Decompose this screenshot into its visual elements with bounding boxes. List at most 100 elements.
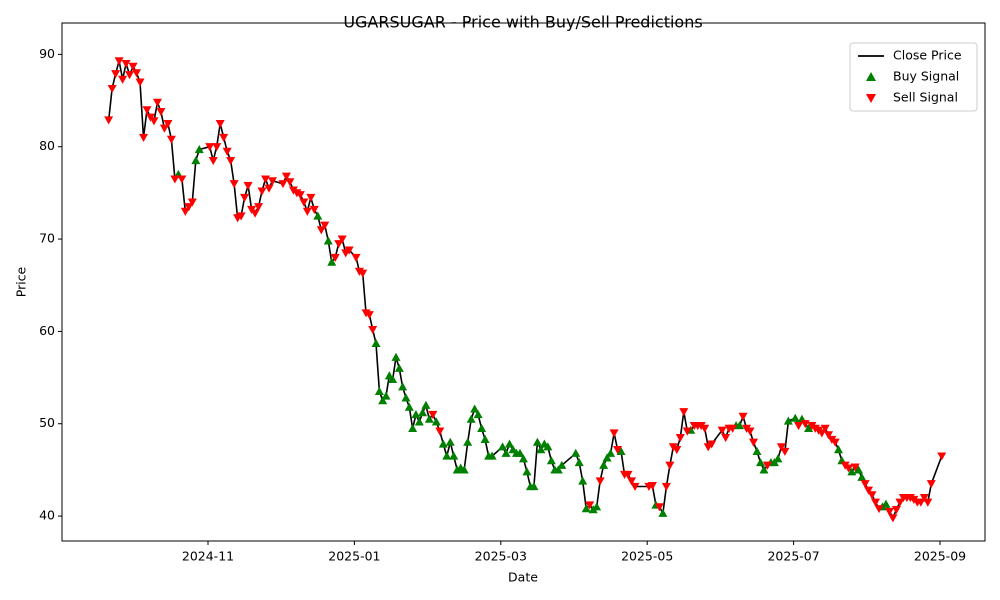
sell-marker bbox=[738, 412, 748, 421]
y-axis-label: Price bbox=[14, 266, 29, 297]
sell-marker bbox=[222, 147, 232, 156]
sell-marker bbox=[142, 106, 152, 115]
sell-marker bbox=[205, 143, 215, 152]
chart-title: UGARSUGAR - Price with Buy/Sell Predicti… bbox=[343, 13, 702, 32]
sell-marker bbox=[864, 486, 874, 495]
sell-marker bbox=[330, 253, 340, 263]
sell-marker bbox=[128, 62, 138, 71]
sell-marker bbox=[104, 116, 114, 125]
sell-marker bbox=[749, 438, 759, 447]
sell-marker bbox=[208, 156, 218, 166]
buy-marker bbox=[522, 467, 532, 476]
sell-marker bbox=[364, 311, 374, 320]
buy-marker bbox=[790, 413, 800, 422]
sell-marker bbox=[139, 133, 149, 142]
sell-marker bbox=[264, 184, 274, 193]
sell-marker bbox=[728, 424, 738, 433]
sell-marker bbox=[682, 427, 692, 436]
sell-marker bbox=[679, 408, 689, 417]
sell-marker bbox=[240, 193, 250, 203]
sell-marker bbox=[647, 481, 657, 491]
sell-marker bbox=[121, 60, 131, 69]
sell-marker bbox=[721, 433, 731, 443]
buy-marker bbox=[553, 465, 563, 474]
sell-marker bbox=[299, 198, 309, 207]
sell-marker bbox=[830, 438, 840, 447]
x-tick-label: 2025-03 bbox=[475, 549, 527, 564]
legend-box bbox=[849, 42, 978, 112]
sell-marker bbox=[700, 424, 710, 433]
buy-marker bbox=[323, 236, 333, 245]
buy-marker bbox=[411, 410, 421, 419]
sell-marker bbox=[219, 133, 229, 142]
sell-marker bbox=[243, 181, 253, 191]
sell-marker bbox=[351, 253, 361, 263]
sell-marker bbox=[820, 424, 830, 433]
buy-marker bbox=[498, 442, 508, 451]
sell-marker bbox=[844, 464, 853, 473]
buy-marker bbox=[327, 257, 337, 266]
sell-marker bbox=[229, 180, 239, 189]
sell-marker bbox=[707, 440, 717, 449]
plot-frame bbox=[61, 22, 986, 542]
sell-marker bbox=[316, 226, 326, 235]
sell-marker bbox=[285, 178, 295, 187]
sell-marker bbox=[118, 75, 128, 84]
buy-marker bbox=[658, 508, 668, 517]
sell-marker bbox=[627, 477, 637, 486]
x-tick-label: 2024-11 bbox=[182, 549, 234, 564]
buy-marker bbox=[459, 465, 469, 474]
sell-marker bbox=[250, 209, 260, 218]
sell-marker bbox=[654, 503, 664, 512]
buy-marker bbox=[574, 458, 584, 467]
buy-marker bbox=[445, 437, 455, 446]
sell-marker bbox=[302, 207, 312, 216]
buy-marker bbox=[391, 352, 401, 361]
sell-marker bbox=[344, 246, 354, 255]
sell-marker bbox=[257, 187, 267, 196]
x-tick-label: 2025-09 bbox=[914, 549, 966, 564]
buy-marker bbox=[616, 446, 626, 456]
buy-marker bbox=[477, 423, 487, 432]
legend-label: Buy Signal bbox=[893, 69, 959, 84]
buy-marker bbox=[536, 445, 546, 454]
sell-marker bbox=[780, 447, 790, 456]
sell-marker bbox=[358, 269, 368, 278]
buy-marker bbox=[394, 363, 404, 372]
sell-marker bbox=[613, 445, 623, 455]
sell-marker bbox=[745, 427, 755, 436]
sell-marker bbox=[334, 240, 344, 249]
buy-marker bbox=[773, 454, 783, 463]
buy-marker bbox=[418, 408, 428, 417]
sell-marker bbox=[884, 507, 894, 516]
buy-marker bbox=[529, 482, 539, 491]
sell-marker bbox=[661, 482, 671, 492]
buy-marker bbox=[378, 396, 388, 405]
sell-marker bbox=[149, 117, 159, 126]
buy-marker bbox=[470, 404, 480, 413]
sell-marker bbox=[135, 78, 145, 87]
sell-marker bbox=[170, 175, 180, 184]
buy-marker bbox=[599, 460, 609, 469]
x-tick-label: 2025-01 bbox=[328, 549, 380, 564]
buy-marker bbox=[313, 211, 323, 220]
sell-marker bbox=[919, 494, 929, 503]
buy-marker bbox=[191, 156, 201, 165]
buy-marker bbox=[374, 386, 384, 396]
sell-marker bbox=[163, 120, 173, 129]
sell-marker bbox=[609, 429, 619, 438]
buy-marker bbox=[431, 417, 441, 426]
buy-marker bbox=[404, 402, 414, 411]
buy-marker bbox=[401, 393, 411, 402]
sell-marker bbox=[867, 491, 877, 500]
buy-marker bbox=[783, 416, 793, 425]
buy-marker bbox=[515, 448, 525, 457]
sell-marker bbox=[261, 175, 271, 184]
sell-marker bbox=[309, 205, 319, 215]
sell-marker bbox=[132, 69, 142, 78]
sell-marker bbox=[180, 207, 190, 216]
x-axis-label: Date bbox=[508, 570, 538, 585]
sell-marker bbox=[278, 180, 288, 189]
buy-marker bbox=[853, 465, 863, 474]
